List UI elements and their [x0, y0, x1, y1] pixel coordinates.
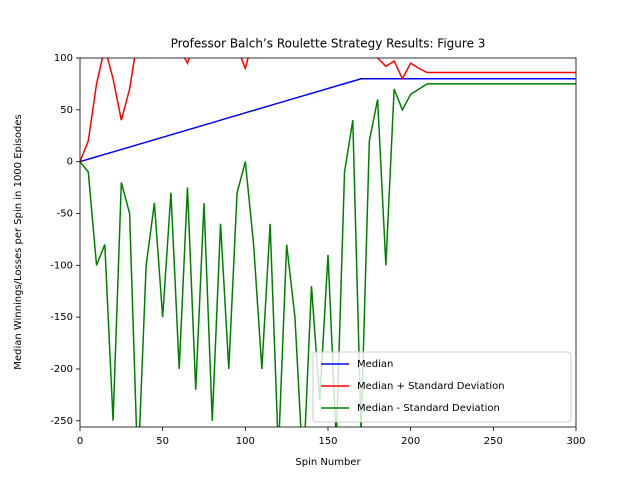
x-axis-label: Spin Number: [295, 457, 361, 468]
series-line: [80, 83, 576, 427]
plot-area: [80, 58, 576, 427]
y-tick-label: -200: [50, 364, 73, 375]
y-tick-label: -100: [50, 260, 73, 271]
legend-label: Median + Standard Deviation: [357, 381, 505, 392]
legend-label: Median: [357, 359, 393, 370]
x-tick-label: 100: [236, 436, 255, 447]
legend-box: [312, 351, 572, 423]
x-tick-label: 150: [318, 436, 337, 447]
series-line: [80, 58, 576, 162]
legend-label: Median - Standard Deviation: [357, 403, 500, 414]
y-tick-label: 0: [67, 157, 73, 168]
x-tick-label: 50: [156, 436, 169, 447]
chart-title: Professor Balch’s Roulette Strategy Resu…: [171, 37, 486, 51]
y-axis-label: Median Winnings/Losses per Spin in 1000 …: [13, 114, 24, 369]
y-tick-label: -150: [50, 312, 73, 323]
series-line: [80, 77, 576, 163]
y-tick-label: 50: [60, 105, 73, 116]
y-tick-label: -250: [50, 416, 73, 427]
y-tick-label: -50: [57, 208, 73, 219]
x-tick-label: 0: [77, 436, 83, 447]
x-tick-label: 300: [566, 436, 585, 447]
x-tick-label: 250: [484, 436, 503, 447]
x-tick-label: 200: [401, 436, 420, 447]
y-tick-label: 100: [54, 53, 73, 64]
